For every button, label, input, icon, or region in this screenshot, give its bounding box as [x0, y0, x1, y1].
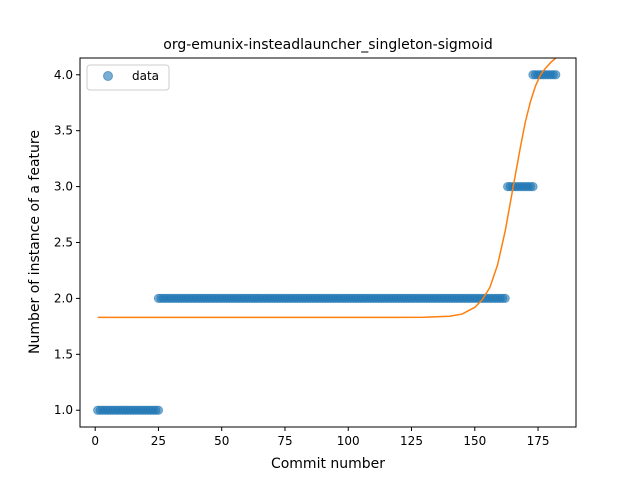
y-tick-label: 1.0	[54, 403, 73, 417]
x-axis: 0 25 50 75 100 125 150 175	[91, 427, 549, 448]
data-point	[551, 70, 561, 80]
x-tick-label: 75	[277, 434, 292, 448]
x-tick-label: 50	[214, 434, 229, 448]
plot-area	[93, 57, 561, 415]
x-tick-label: 100	[337, 434, 360, 448]
plot-frame	[79, 57, 577, 428]
x-tick-label: 0	[91, 434, 99, 448]
y-tick-label: 1.5	[54, 347, 73, 361]
data-point	[528, 181, 538, 192]
x-tick-label: 150	[463, 434, 486, 448]
x-tick-label: 125	[400, 434, 423, 448]
y-tick-label: 3.5	[54, 124, 73, 138]
data-point	[153, 405, 164, 415]
sigmoid-fit-line	[97, 57, 557, 319]
y-axis-label: Number of instance of a feature	[27, 130, 43, 354]
y-tick-label: 4.0	[54, 68, 73, 82]
legend-marker-data	[103, 71, 113, 81]
y-tick-label: 2.0	[54, 291, 73, 305]
legend: data	[86, 64, 170, 91]
x-axis-label: Commit number	[271, 456, 385, 472]
data-point	[500, 293, 510, 304]
chart-title: org-emunix-insteadlauncher_singleton-sig…	[163, 37, 493, 53]
y-tick-label: 2.5	[54, 236, 73, 250]
y-tick-label: 3.0	[54, 180, 73, 194]
legend-label-data: data	[132, 69, 159, 83]
x-tick-label: 175	[527, 434, 550, 448]
y-axis: 1.0 1.5 2.0 2.5 3.0 3.5 4.0	[54, 68, 80, 417]
x-tick-label: 25	[151, 434, 166, 448]
